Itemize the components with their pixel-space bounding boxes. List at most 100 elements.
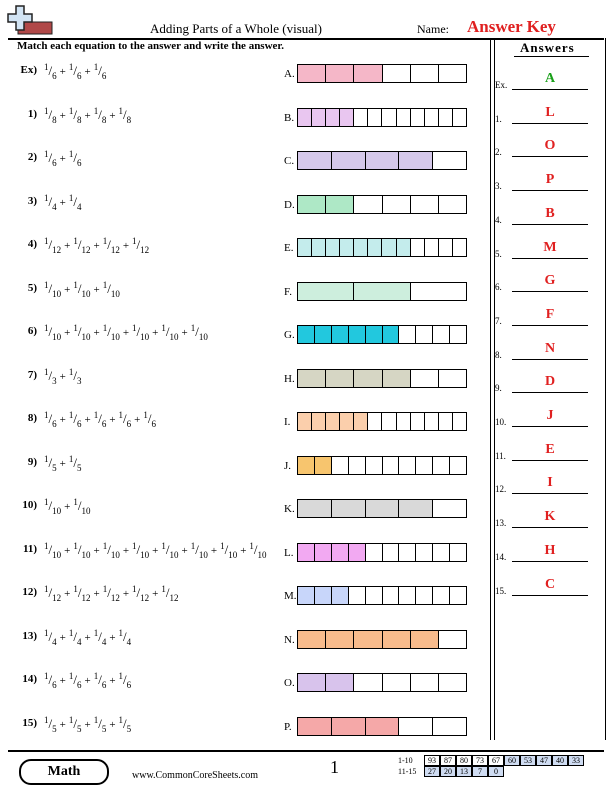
bar-cell-filled bbox=[325, 369, 354, 387]
bar-cell-empty bbox=[409, 65, 438, 82]
answer-number: 8. bbox=[495, 349, 502, 360]
denominator: 8 bbox=[76, 114, 82, 125]
denominator: 8 bbox=[52, 114, 57, 125]
numerator: 1 bbox=[161, 584, 166, 594]
bar-cell-filled bbox=[298, 587, 314, 604]
denominator: 6 bbox=[76, 71, 82, 81]
numerator: 1 bbox=[44, 323, 49, 333]
denominator: 10 bbox=[52, 332, 62, 342]
score-cell: 0 bbox=[488, 766, 504, 777]
bar-cell-empty bbox=[398, 717, 432, 735]
answer-blank-line[interactable] bbox=[512, 291, 588, 293]
answer-letter: K bbox=[544, 509, 556, 525]
bar-cell-filled bbox=[330, 152, 365, 169]
denominator: 10 bbox=[81, 332, 91, 342]
fraction-bar bbox=[297, 412, 467, 431]
denominator: 10 bbox=[198, 332, 208, 342]
answer-blank-line[interactable] bbox=[512, 358, 588, 360]
fraction-bar bbox=[297, 499, 467, 518]
answer-blank-line[interactable] bbox=[512, 190, 588, 192]
fraction-expression: 1/12 +1/12 +1/12 +1/12 bbox=[44, 236, 150, 255]
answer-blank-line[interactable] bbox=[512, 223, 588, 225]
answer-blank-line[interactable] bbox=[512, 493, 588, 495]
fraction-bar bbox=[297, 586, 467, 605]
bar-cell-filled bbox=[298, 282, 354, 300]
bar-cell-empty bbox=[381, 65, 410, 82]
score-row-label: 1-10 bbox=[398, 756, 413, 765]
answer-number: 4. bbox=[495, 214, 502, 225]
bar-cell-empty bbox=[423, 413, 438, 430]
numerator: 1 bbox=[143, 410, 148, 420]
bar-option-label: A. bbox=[284, 68, 295, 80]
denominator: 10 bbox=[52, 506, 62, 516]
denominator: 6 bbox=[126, 680, 132, 690]
numerator: 1 bbox=[190, 540, 196, 551]
answer-number: 15. bbox=[495, 585, 507, 596]
footer-divider bbox=[8, 750, 604, 752]
numerator: 1 bbox=[68, 105, 74, 116]
answer-number: Ex. bbox=[495, 80, 508, 90]
bar-option-label: L. bbox=[284, 546, 294, 559]
bar-cell-empty bbox=[449, 587, 466, 604]
denominator: 4 bbox=[52, 201, 57, 212]
instructions: Match each equation to the answer and wr… bbox=[17, 40, 285, 52]
answer-blank-line[interactable] bbox=[512, 426, 588, 427]
numerator: 1 bbox=[73, 584, 78, 594]
numerator: 1 bbox=[93, 105, 99, 116]
fraction-expression: 1/10 +1/10 +1/10 +1/10 +1/10 +1/10 bbox=[44, 323, 208, 342]
answer-blank-line[interactable] bbox=[512, 156, 588, 158]
denominator: 5 bbox=[76, 462, 82, 473]
bar-cell-filled bbox=[325, 195, 354, 213]
answer-blank-line[interactable] bbox=[512, 89, 588, 90]
question-number: 10) bbox=[22, 499, 37, 511]
bar-cell-empty bbox=[398, 326, 415, 343]
bar-cell-filled bbox=[298, 108, 312, 126]
bar-cell-empty bbox=[364, 456, 382, 474]
score-cell: 80 bbox=[456, 755, 472, 766]
numerator: 1 bbox=[68, 192, 74, 203]
numerator: 1 bbox=[44, 671, 49, 681]
website-text: www.CommonCoreSheets.com bbox=[132, 770, 259, 781]
answer-blank-line[interactable] bbox=[512, 324, 588, 326]
answer-blank-line[interactable] bbox=[512, 527, 588, 529]
bar-cell-empty bbox=[381, 108, 395, 126]
bar-cell-empty bbox=[381, 587, 399, 604]
numerator: 1 bbox=[44, 627, 49, 638]
bar-cell-filled bbox=[313, 543, 331, 561]
numerator: 1 bbox=[44, 366, 49, 377]
bar-cell-filled bbox=[298, 674, 326, 691]
numerator: 1 bbox=[73, 497, 78, 507]
answer-blank-line[interactable] bbox=[512, 594, 588, 596]
score-cell: 60 bbox=[504, 755, 520, 766]
fraction-bar bbox=[297, 542, 467, 562]
bar-cell-filled bbox=[330, 500, 365, 517]
bar-cell-filled bbox=[364, 152, 399, 169]
bar-cell-empty bbox=[432, 717, 466, 735]
denominator: 6 bbox=[151, 419, 157, 429]
numerator: 1 bbox=[44, 105, 49, 116]
answer-blank-line[interactable] bbox=[512, 257, 588, 259]
denominator: 10 bbox=[140, 549, 150, 560]
bar-cell-empty bbox=[437, 630, 466, 648]
answer-letter: A bbox=[544, 71, 556, 86]
numerator: 1 bbox=[132, 236, 137, 246]
numerator: 1 bbox=[44, 453, 49, 464]
answer-blank-line[interactable] bbox=[512, 560, 588, 562]
denominator: 12 bbox=[81, 593, 91, 603]
answer-blank-line[interactable] bbox=[512, 122, 588, 124]
answer-blank-line[interactable] bbox=[512, 459, 588, 461]
fraction-bar bbox=[297, 368, 467, 388]
bar-cell-filled bbox=[298, 369, 326, 387]
bar-cell-filled bbox=[347, 543, 365, 561]
bar-cell-filled bbox=[353, 239, 368, 256]
bar-cell-empty bbox=[437, 108, 452, 126]
bar-cell-empty bbox=[330, 456, 348, 474]
numerator: 1 bbox=[44, 497, 49, 507]
answer-blank-line[interactable] bbox=[512, 392, 588, 394]
answer-number: 9. bbox=[495, 383, 502, 394]
numerator: 1 bbox=[68, 366, 74, 377]
bar-cell-filled bbox=[353, 630, 382, 648]
answer-number: 14. bbox=[495, 551, 507, 562]
numerator: 1 bbox=[44, 584, 49, 594]
fraction-bar bbox=[297, 716, 467, 736]
